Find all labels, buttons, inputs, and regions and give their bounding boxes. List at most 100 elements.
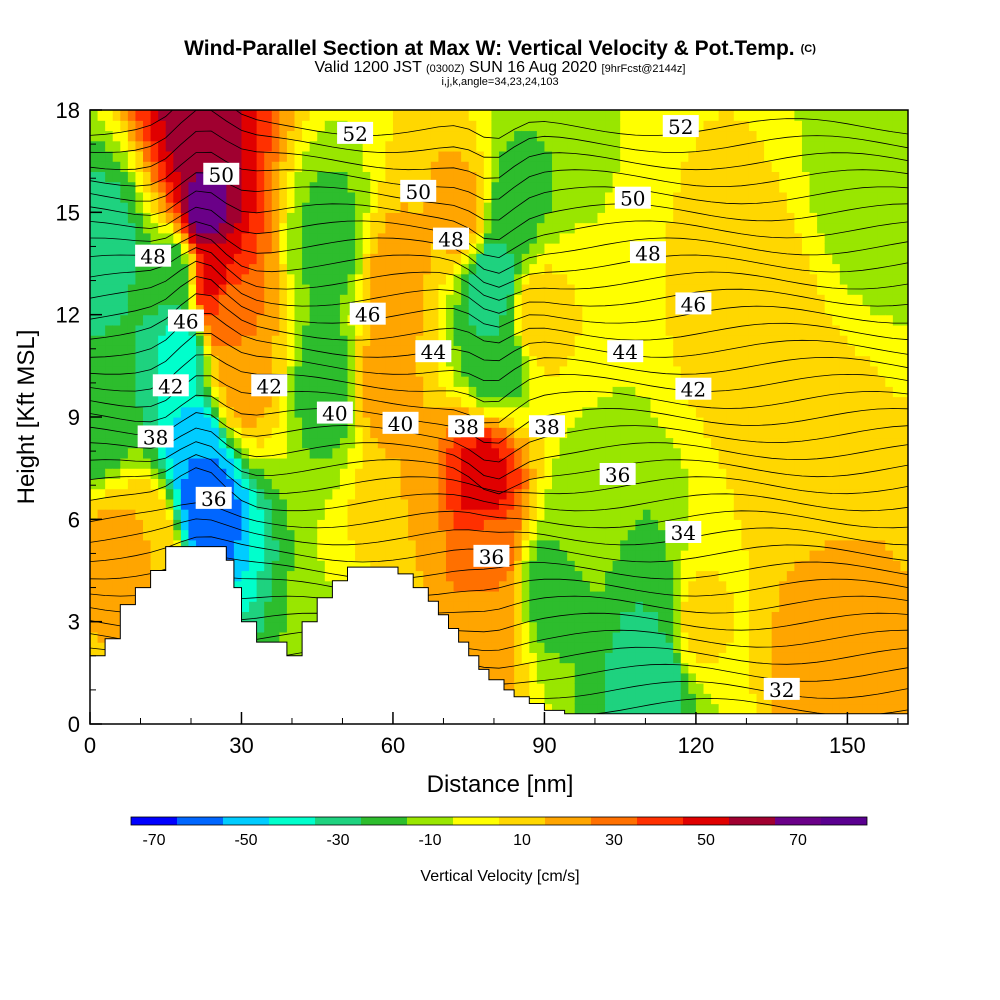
colorbar-tick-label: 30 (605, 832, 623, 849)
copyright-mark: (C) (800, 43, 816, 55)
colorbar-tick-label: -10 (418, 832, 441, 849)
contour-label: 48 (433, 227, 470, 252)
theta-contour-line (90, 293, 908, 344)
colorbar-swatch (637, 817, 683, 825)
contour-label: 38 (528, 415, 565, 439)
colorbar-swatch (407, 817, 453, 825)
colorbar-swatch (131, 817, 177, 825)
y-axis-label: Height [Kft MSL] (13, 330, 40, 505)
y-tick-label: 6 (68, 507, 80, 532)
contour-label: 44 (415, 340, 452, 364)
contour-label: 46 (167, 309, 204, 333)
contour-label: 48 (629, 241, 666, 265)
theta-contour-line (90, 412, 908, 463)
colorbar-swatch (683, 817, 729, 825)
x-tick-label: 120 (678, 733, 715, 758)
section-indices: i,j,k,angle=34,23,24,103 (441, 76, 559, 88)
theta-contour-line (90, 441, 908, 495)
contour-label: 46 (675, 292, 712, 316)
colorbar-swatch (223, 817, 269, 825)
colorbar-tick-label: 10 (513, 832, 531, 849)
colorbar-swatch (269, 817, 315, 825)
theta-contour-line (90, 502, 908, 529)
theta-contour-line (90, 427, 908, 480)
y-tick-label: 12 (56, 303, 80, 328)
y-tick-label: 3 (68, 610, 80, 635)
title-block: Wind-Parallel Section at Max W: Vertical… (0, 38, 1000, 88)
colorbar-swatch (545, 817, 591, 825)
colorbar-swatch (591, 817, 637, 825)
theta-contour-line (90, 110, 908, 139)
theta-contour-line (90, 354, 908, 403)
colorbar-swatch (361, 817, 407, 825)
y-tick-label: 18 (56, 98, 80, 123)
theta-contour-line (90, 234, 908, 288)
colorbar-swatch (821, 817, 867, 825)
contour-label: 50 (400, 179, 437, 204)
colorbar-swatch (775, 817, 821, 825)
valid-time: Valid 1200 JST (0300Z) SUN 16 Aug 2020 [… (314, 59, 686, 76)
theta-contour-line (90, 394, 908, 444)
y-tick-label: 15 (56, 200, 80, 225)
chart-title: Wind-Parallel Section at Max W: Vertical… (184, 37, 816, 60)
contour-label: 32 (763, 677, 800, 702)
contour-label: 38 (137, 425, 174, 449)
contour-label: 42 (675, 377, 712, 402)
contour-label: 48 (135, 245, 172, 269)
contour-label: 40 (316, 401, 353, 426)
theta-contour-line (90, 206, 908, 259)
colorbar-swatch (499, 817, 545, 825)
contour-label: 52 (337, 121, 374, 146)
x-tick-label: 150 (829, 733, 866, 758)
x-axis: 0 30 60 90 120 150 (84, 712, 899, 758)
contour-label: 42 (251, 374, 288, 398)
colorbar-tick-label: 50 (697, 832, 715, 849)
contour-label: 36 (599, 462, 636, 487)
x-tick-label: 30 (229, 733, 253, 758)
theta-contour-line (90, 190, 908, 241)
theta-contour-line (90, 312, 908, 362)
contour-label: 42 (152, 374, 189, 398)
contour-label: 44 (607, 340, 644, 364)
colorbar-swatch (177, 817, 223, 825)
contour-label: 36 (195, 486, 232, 511)
colorbar-frame (130, 816, 868, 826)
y-axis: 0 3 6 9 12 15 18 (56, 98, 102, 737)
x-tick-label: 60 (381, 733, 405, 758)
colorbar-tick-label: -50 (234, 832, 257, 849)
contour-label: 52 (662, 115, 699, 139)
colorbar-swatch (315, 817, 361, 825)
x-tick-label: 90 (532, 733, 556, 758)
contour-label: 50 (203, 162, 240, 187)
theta-contour-line (90, 247, 908, 301)
theta-contour-line (90, 151, 908, 200)
colorbar-swatch (729, 817, 775, 825)
theta-contour-line (90, 275, 908, 328)
colorbar-tick-label: -30 (326, 832, 349, 849)
contour-label: 36 (473, 544, 510, 569)
contour-label: 46 (349, 302, 386, 327)
contour-label: 40 (382, 411, 419, 436)
colorbar-tick-label: -70 (142, 832, 165, 849)
theta-contour-line (90, 454, 908, 495)
theta-contour-line (90, 130, 908, 179)
colorbar-swatch (453, 817, 499, 825)
contour-label: 34 (665, 520, 702, 545)
theta-contour-line (90, 375, 908, 424)
theta-contour-line (90, 221, 908, 274)
x-axis-label: Distance [nm] (427, 771, 574, 798)
colorbar-tick-label: 70 (789, 832, 807, 849)
contour-label: 38 (448, 415, 485, 439)
contour-label: 50 (614, 186, 651, 211)
contour-labels: 52 52 50 50 50 48 48 48 46 46 46 44 44 42 42 42 40 40 38 38… (135, 115, 800, 702)
y-tick-label: 0 (68, 712, 80, 737)
theta-contour-line (90, 518, 908, 546)
colorbar-label: Vertical Velocity [cm/s] (420, 868, 579, 885)
x-tick-label: 0 (84, 733, 96, 758)
y-tick-label: 9 (68, 405, 80, 430)
theta-contour-line (90, 110, 908, 158)
colorbar: -70 -50 -30 -10 10 30 50 70 (130, 816, 868, 849)
theta-contour-line (90, 260, 908, 314)
terrain (89, 546, 909, 725)
